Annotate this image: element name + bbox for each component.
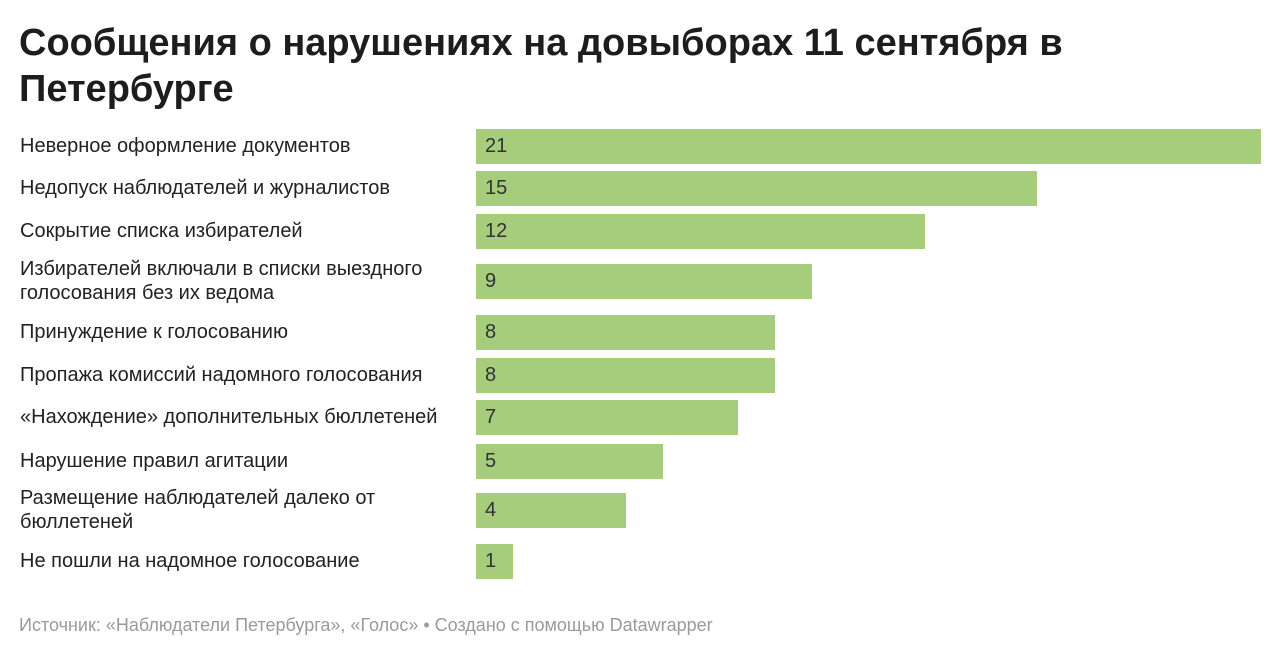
bar-value-label: 1 bbox=[485, 549, 497, 572]
category-label: Размещение наблюдателей далеко от бюллет… bbox=[20, 487, 376, 533]
bar: 21 bbox=[476, 128, 1261, 164]
category-label: Не пошли на надомное голосование bbox=[20, 550, 360, 572]
bar: 7 bbox=[476, 399, 738, 435]
bar-value-label: 7 bbox=[485, 405, 497, 428]
bar: 9 bbox=[476, 263, 812, 299]
bar: 1 bbox=[476, 543, 513, 579]
bar-value-label: 8 bbox=[485, 320, 497, 343]
chart-title: Сообщения о нарушениях на довыборах 11 с… bbox=[19, 22, 1063, 110]
bar-value-label: 5 bbox=[485, 449, 497, 472]
source-footer: Источник: «Наблюдатели Петербурга», «Гол… bbox=[19, 615, 713, 635]
bar: 12 bbox=[476, 213, 925, 249]
bar-value-label: 12 bbox=[485, 219, 508, 242]
category-label: Неверное оформление документов bbox=[20, 135, 351, 157]
bar-value-label: 8 bbox=[485, 363, 497, 386]
bar: 15 bbox=[476, 170, 1037, 206]
category-label: Недопуск наблюдателей и журналистов bbox=[20, 177, 390, 199]
category-label: Избирателей включали в списки выездного … bbox=[20, 258, 423, 304]
category-label: Принуждение к голосованию bbox=[20, 321, 288, 343]
bar: 8 bbox=[476, 314, 775, 350]
bar: 5 bbox=[476, 443, 663, 479]
category-label: «Нахождение» дополнительных бюллетеней bbox=[20, 406, 438, 428]
bar-value-label: 4 bbox=[485, 498, 497, 521]
bar: 4 bbox=[476, 492, 626, 528]
category-label: Нарушение правил агитации bbox=[20, 450, 289, 472]
bar: 8 bbox=[476, 357, 775, 393]
bar-value-label: 15 bbox=[485, 176, 508, 199]
bar-value-label: 21 bbox=[485, 134, 508, 157]
category-label: Пропажа комиссий надомного голосования bbox=[20, 364, 423, 386]
category-label: Сокрытие списка избирателей bbox=[20, 220, 303, 242]
bar-value-label: 9 bbox=[485, 269, 497, 292]
